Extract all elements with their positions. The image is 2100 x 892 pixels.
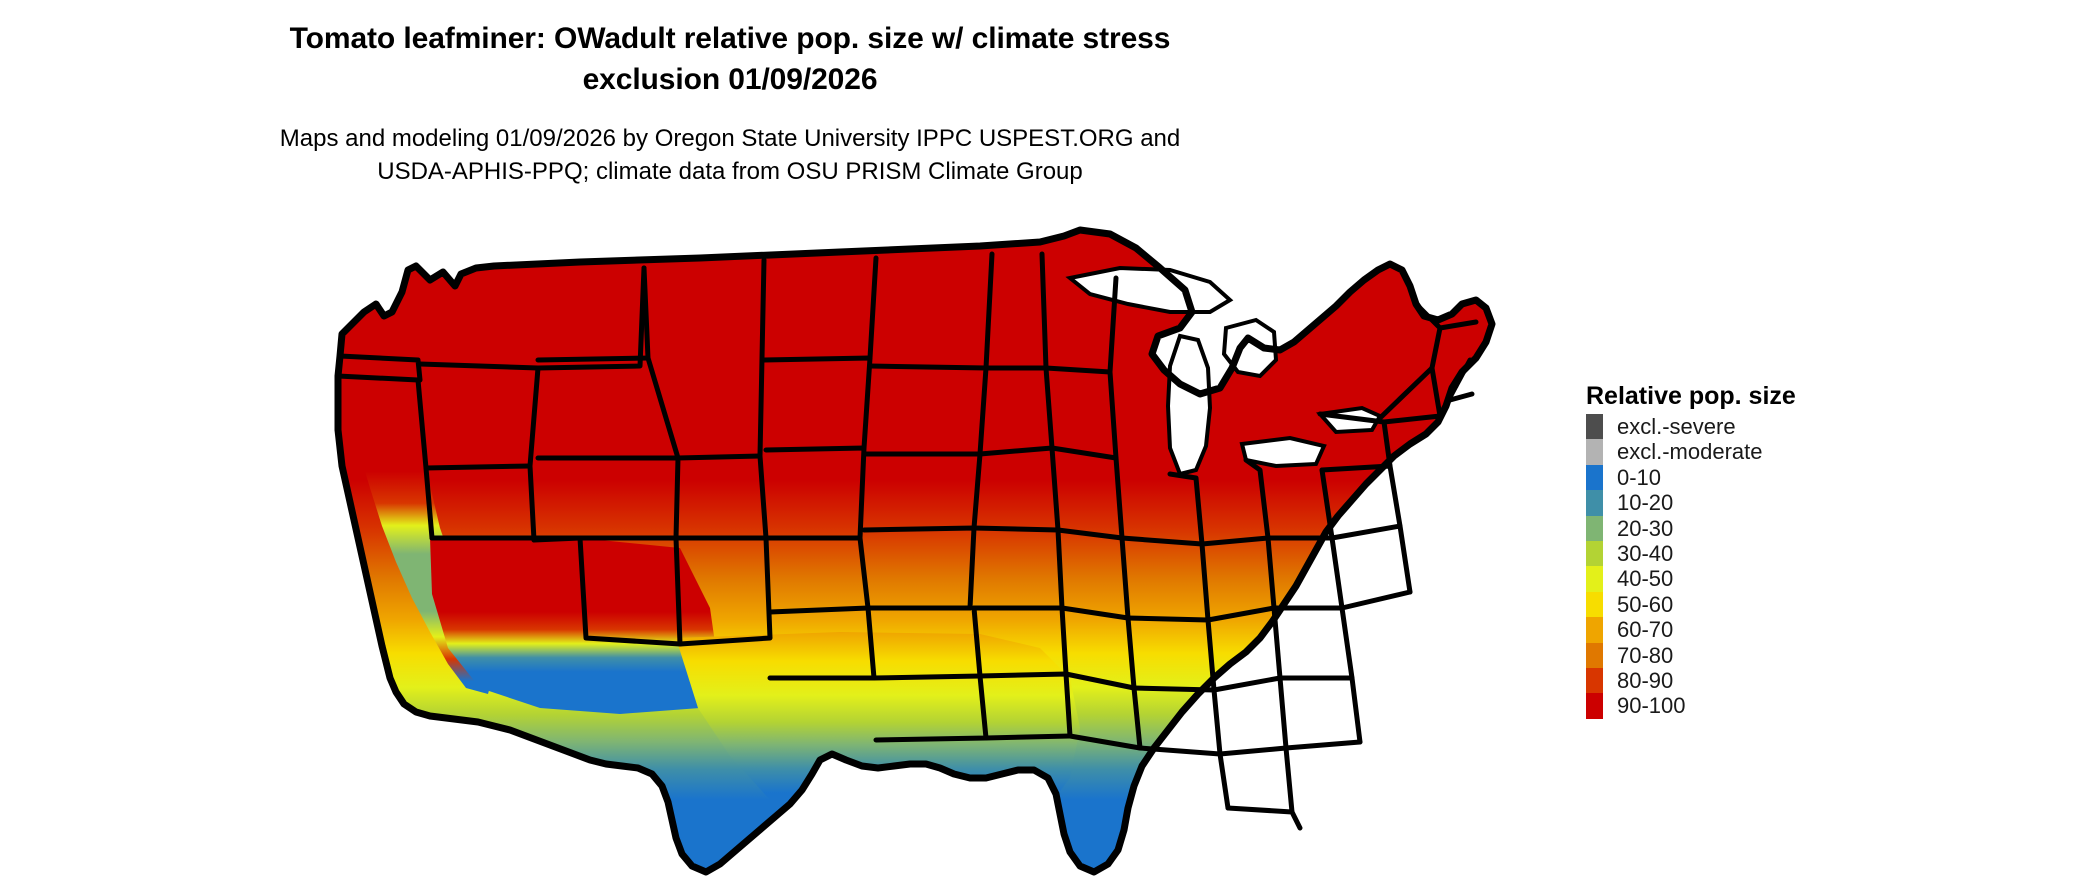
state-borders-layer: [335, 251, 1479, 831]
legend-color-swatch: [1586, 617, 1603, 643]
legend-items: excl.-severe excl.-moderate 0-10 10-20 20-30…: [1586, 414, 1986, 719]
title-block: Tomato leafminer: OWadult relative pop. …: [0, 18, 1460, 100]
legend-label: 50-60: [1617, 591, 1674, 617]
legend-label: 90-100: [1617, 693, 1686, 719]
legend-label: 20-30: [1617, 515, 1674, 541]
lake-michigan: [1165, 333, 1213, 477]
legend-color-swatch: [1586, 515, 1603, 541]
map-raster-layer: [338, 230, 1492, 872]
legend-color-swatch: [1586, 642, 1603, 668]
legend-color-swatch: [1586, 667, 1603, 694]
legend-color-swatch: [1586, 414, 1603, 440]
legend-row: 20-30: [1586, 515, 1986, 541]
legend-color-swatch: [1586, 591, 1603, 618]
region-southwest-desert: [430, 538, 720, 714]
legend-label: 70-80: [1617, 642, 1674, 668]
legend-color-swatch: [1586, 693, 1603, 719]
legend-row: 90-100: [1586, 693, 1986, 719]
legend-label: 10-20: [1617, 490, 1674, 516]
legend-row: 80-90: [1586, 667, 1986, 694]
legend-row: excl.-moderate: [1586, 439, 1986, 465]
legend-label: 80-90: [1617, 667, 1674, 693]
legend-color-swatch: [1586, 566, 1603, 592]
national-border: [334, 226, 1496, 876]
legend-row: 70-80: [1586, 642, 1986, 668]
legend-row: 40-50: [1586, 566, 1986, 592]
legend-row: 60-70: [1586, 617, 1986, 643]
legend-label: 0-10: [1617, 464, 1662, 490]
legend-color-swatch: [1586, 490, 1603, 516]
legend-label: 30-40: [1617, 540, 1674, 566]
map-attribution-subtitle: Maps and modeling 01/09/2026 by Oregon S…: [279, 125, 1181, 185]
legend-row: 0-10: [1586, 464, 1986, 491]
subtitle-block: Maps and modeling 01/09/2026 by Oregon S…: [0, 122, 1460, 188]
us-choropleth-map: [334, 226, 1496, 876]
map-canvas: [280, 208, 1580, 888]
legend-label: excl.-moderate: [1617, 439, 1763, 465]
legend-label: 40-50: [1617, 566, 1674, 592]
legend: Relative pop. size excl.-severe excl.-mod…: [1586, 382, 1986, 719]
region-florida: [1294, 678, 1376, 872]
legend-label: excl.-severe: [1617, 414, 1736, 439]
legend-row: 10-20: [1586, 490, 1986, 516]
legend-label: 60-70: [1617, 617, 1674, 643]
lake-erie: [1239, 435, 1327, 469]
page-title: Tomato leafminer: OWadult relative pop. …: [289, 22, 1171, 96]
legend-color-swatch: [1586, 540, 1603, 567]
legend-row: excl.-severe: [1586, 414, 1986, 440]
legend-row: 50-60: [1586, 591, 1986, 618]
legend-color-swatch: [1586, 464, 1603, 491]
legend-color-swatch: [1586, 439, 1603, 465]
legend-title: Relative pop. size: [1586, 382, 1796, 410]
legend-row: 30-40: [1586, 540, 1986, 567]
